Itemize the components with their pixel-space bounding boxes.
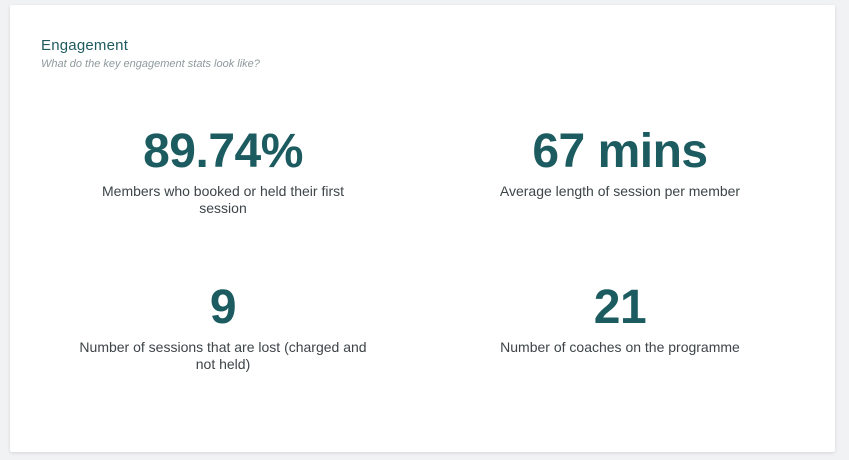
stat-label: Number of coaches on the programme xyxy=(500,339,740,355)
stat-label: Members who booked or held their first s… xyxy=(102,183,344,216)
stat-value: 67 mins xyxy=(532,125,708,178)
stat-value: 89.74% xyxy=(143,125,303,178)
stat-first-session: 89.74% Members who booked or held their … xyxy=(58,125,388,217)
stat-value: 9 xyxy=(209,281,237,334)
card-title: Engagement xyxy=(41,37,129,54)
stat-label: Average length of session per member xyxy=(499,183,741,199)
card-subtitle: What do the key engagement stats look li… xyxy=(41,58,260,70)
stat-label: Number of sessions that are lost (charge… xyxy=(79,339,367,372)
stat-coaches-count: 21 Number of coaches on the programme xyxy=(455,281,785,356)
engagement-card: Engagement What do the key engagement st… xyxy=(10,5,835,452)
stat-lost-sessions: 9 Number of sessions that are lost (char… xyxy=(58,281,388,373)
stat-average-session-length: 67 mins Average length of session per me… xyxy=(455,125,785,200)
stat-value: 21 xyxy=(593,281,647,334)
